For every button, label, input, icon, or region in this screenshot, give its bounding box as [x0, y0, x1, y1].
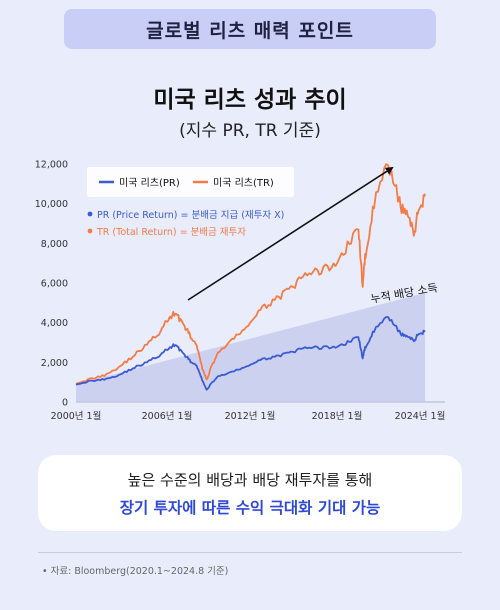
legend-label-pr: 미국 리츠(PR) [119, 177, 180, 189]
chart-subtitle: (지수 PR, TR 기준) [179, 121, 321, 141]
y-tick-label: 6,000 [41, 279, 68, 290]
x-tick-label: 2006년 1월 [142, 410, 193, 422]
cumulative-dividend-area [76, 292, 426, 402]
definition-notes: PR (Price Return) = 분배금 지급 (재투자 X) TR (T… [87, 210, 284, 238]
header-title: 글로벌 리츠 매력 포인트 [146, 19, 354, 42]
legend-box [87, 167, 294, 197]
legend: 미국 리츠(PR) 미국 리츠(TR) [87, 167, 294, 197]
x-axis: 2000년 1월 2006년 1월 2012년 1월 2018년 1월 2024년 1월 [51, 410, 446, 422]
chart: 0 2,000 4,000 6,000 8,000 10,000 12,000 2000년 … [35, 160, 446, 423]
source-note: • 자료: Bloomberg(2020.1~2024.8 기준) [42, 566, 229, 577]
y-tick-label: 12,000 [35, 160, 68, 171]
series-line-pr [75, 316, 426, 391]
note-pr: PR (Price Return) = 분배금 지급 (재투자 X) [97, 210, 284, 221]
message-line-2: 장기 투자에 따른 수익 극대화 기대 가능 [119, 498, 381, 517]
series-line-tr [75, 163, 426, 385]
growth-arrow [187, 166, 394, 301]
note-bullet-tr [87, 228, 93, 234]
x-tick-label: 2012년 1월 [225, 410, 276, 422]
header-banner: 글로벌 리츠 매력 포인트 [64, 9, 436, 49]
note-tr: TR (Total Return) = 분배금 재투자 [96, 227, 246, 238]
x-tick-label: 2000년 1월 [51, 410, 102, 422]
footer-divider [38, 552, 462, 553]
y-tick-label: 8,000 [41, 239, 68, 250]
y-tick-label: 4,000 [41, 318, 68, 329]
note-bullet-pr [87, 211, 93, 217]
message-box: 높은 수준의 배당과 배당 재투자를 통해 장기 투자에 따른 수익 극대화 기… [38, 455, 462, 531]
x-tick-label: 2018년 1월 [312, 410, 363, 422]
y-tick-label: 0 [62, 398, 68, 409]
source-text: 자료: Bloomberg(2020.1~2024.8 기준) [50, 566, 229, 577]
legend-label-tr: 미국 리츠(TR) [213, 177, 274, 189]
message-line-1: 높은 수준의 배당과 배당 재투자를 통해 [127, 470, 373, 489]
chart-title: 미국 리츠 성과 추이 [153, 87, 347, 113]
x-tick-label: 2024년 1월 [395, 410, 446, 422]
y-tick-label: 2,000 [41, 358, 68, 369]
y-tick-label: 10,000 [35, 199, 68, 210]
